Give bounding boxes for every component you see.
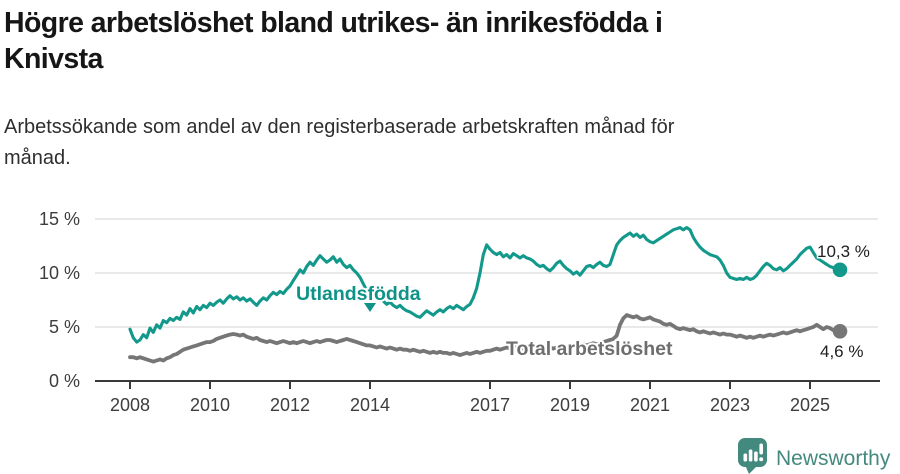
y-tick-label: 15 % [39,209,80,229]
series-annotations: Utlandsfödda Total arbetslöshet 10,3 % 4… [294,241,871,363]
series-lines [128,226,848,364]
end-value-label-utlandsfodda: 10,3 % [817,242,870,261]
series-end-dot [832,262,848,278]
newsworthy-logo-text: Newsworthy [776,447,891,470]
y-tick-label: 0 % [49,371,80,391]
x-tick-label: 2025 [790,395,830,415]
y-tick-label: 5 % [49,317,80,337]
x-tick-label: 2010 [190,395,230,415]
newsworthy-logo: Newsworthy [738,438,891,474]
series-label-utlandsfodda: Utlandsfödda [296,283,421,305]
x-tick-label: 2014 [350,395,390,415]
x-axis [95,380,880,389]
x-tick-label: 2012 [270,395,310,415]
page-title: Högre arbetslöshet bland utrikes- än inr… [4,7,663,75]
newsworthy-logo-icon [738,438,767,474]
series-label-total: Total arbetslöshet [506,338,673,360]
x-tick-label: 2019 [550,395,590,415]
x-tick-label: 2017 [470,395,510,415]
x-tick-label: 2023 [710,395,750,415]
page-subtitle: Arbetssökande som andel av den registerb… [4,116,675,169]
gridlines [95,218,878,328]
series-line-utlandsfodda [128,226,842,344]
series-label-pointer-icon [364,303,376,312]
y-axis-labels: 0 % 5 % 10 % 15 % [39,209,80,391]
series-line-total [128,313,842,364]
series-end-dot [832,324,848,339]
y-tick-label: 10 % [39,263,80,283]
x-axis-labels: 2008 2010 2012 2014 2017 2019 2021 2023 2025 [110,395,830,415]
end-value-label-total: 4,6 % [820,342,863,361]
x-tick-label: 2021 [630,395,670,415]
x-tick-label: 2008 [110,395,150,415]
